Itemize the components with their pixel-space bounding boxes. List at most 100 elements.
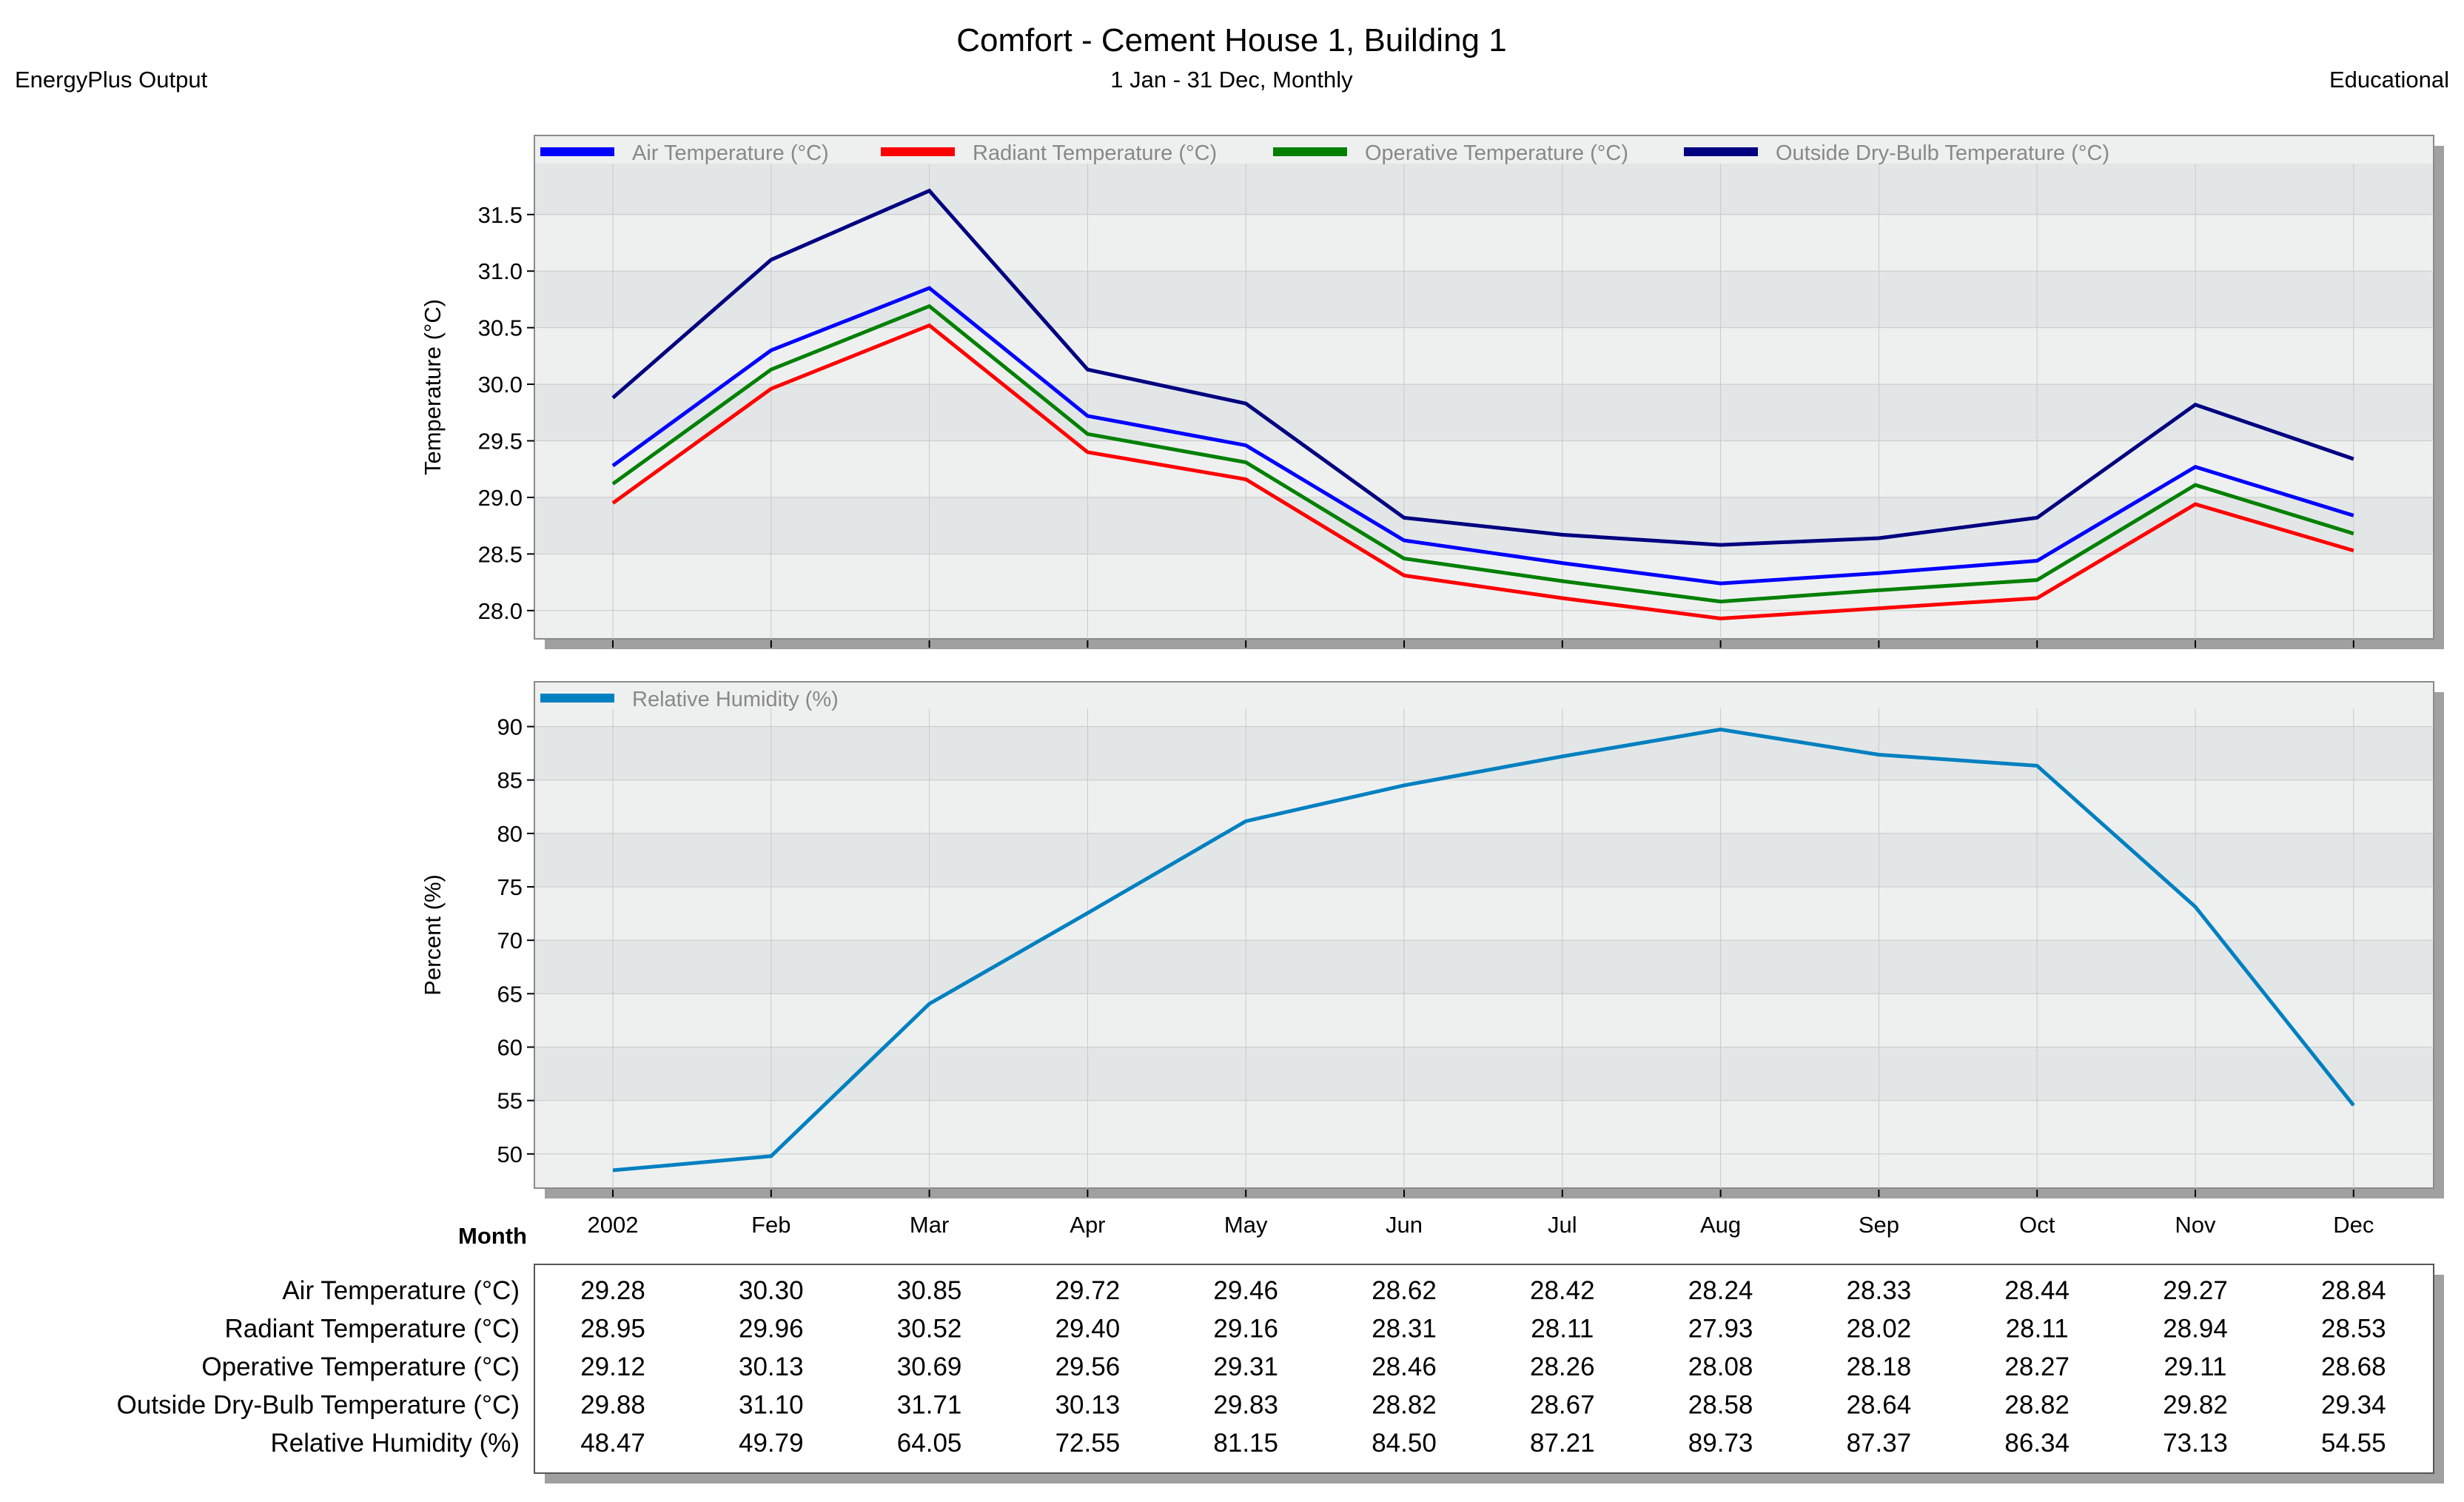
legend-swatch: [1684, 147, 1758, 156]
legend-label: Radiant Temperature (°C): [973, 141, 1217, 165]
table-cell: 27.93: [1688, 1315, 1753, 1344]
license-label: Educational: [2329, 67, 2449, 93]
y-tick-label: 70: [497, 928, 523, 953]
plot-band: [535, 384, 2433, 440]
table-cell: 30.13: [739, 1352, 804, 1381]
y-tick-label: 28.5: [478, 541, 523, 567]
table-cell: 29.12: [580, 1352, 645, 1381]
table-cell: 30.30: [739, 1276, 804, 1305]
x-tick-label: Dec: [2333, 1212, 2374, 1238]
table-cell: 28.11: [2006, 1315, 2069, 1344]
table-cell: 30.13: [1055, 1391, 1121, 1420]
table-cell: 28.58: [1688, 1391, 1753, 1420]
plot-band: [535, 940, 2433, 993]
y-tick-label: 29.5: [478, 429, 523, 455]
table-cell: 29.16: [1213, 1315, 1278, 1344]
table-cell: 81.15: [1213, 1429, 1278, 1458]
table-cell: 28.31: [1372, 1315, 1437, 1344]
legend-swatch: [1273, 147, 1347, 156]
legend-swatch: [540, 147, 614, 156]
table-cell: 28.02: [1847, 1315, 1912, 1344]
table-cell: 28.33: [1847, 1276, 1912, 1305]
x-tick-label: Jul: [1548, 1212, 1577, 1238]
table-cell: 49.79: [739, 1429, 804, 1458]
table-cell: 30.69: [897, 1352, 962, 1381]
y-tick-label: 50: [497, 1141, 523, 1167]
table-cell: 28.64: [1847, 1391, 1912, 1420]
y-tick-label: 29.0: [478, 485, 523, 511]
table-cell: 72.55: [1055, 1429, 1121, 1458]
table-row-label: Air Temperature (°C): [282, 1276, 520, 1305]
legend-label: Relative Humidity (%): [632, 688, 839, 711]
plot-band: [535, 1047, 2433, 1100]
legend-swatch: [881, 147, 955, 156]
legend-label: Air Temperature (°C): [632, 141, 829, 165]
x-tick-label: Apr: [1070, 1212, 1105, 1238]
table-cell: 28.11: [1531, 1315, 1594, 1344]
table-cell: 29.88: [580, 1391, 645, 1420]
table-cell: 28.24: [1688, 1276, 1753, 1305]
table-cell: 29.46: [1213, 1276, 1278, 1305]
y-tick-label: 55: [497, 1088, 523, 1114]
table-cell: 28.95: [580, 1315, 645, 1344]
table-cell: 29.82: [2163, 1391, 2228, 1420]
table-cell: 28.62: [1372, 1276, 1437, 1305]
table-cell: 29.31: [1213, 1352, 1278, 1381]
y-tick-label: 31.5: [478, 202, 523, 228]
table-cell: 29.11: [2164, 1352, 2227, 1381]
table-cell: 30.52: [897, 1315, 962, 1344]
table-cell: 29.56: [1055, 1352, 1121, 1381]
chart-subtitle: 1 Jan - 31 Dec, Monthly: [1110, 67, 1353, 93]
table-cell: 28.42: [1530, 1276, 1595, 1305]
table-cell: 28.82: [2004, 1391, 2069, 1420]
table-cell: 28.82: [1372, 1391, 1437, 1420]
plot-band: [535, 271, 2433, 327]
y-tick-label: 31.0: [478, 258, 523, 284]
y-axis-label: Temperature (°C): [420, 299, 446, 475]
table-cell: 29.28: [580, 1276, 645, 1305]
x-tick-label: Sep: [1859, 1212, 1899, 1238]
table-cell: 29.34: [2321, 1391, 2386, 1420]
table-cell: 28.68: [2321, 1352, 2386, 1381]
x-tick-label: Nov: [2175, 1212, 2216, 1238]
table-cell: 73.13: [2163, 1429, 2228, 1458]
month-header: Month: [458, 1223, 527, 1249]
table-cell: 84.50: [1372, 1429, 1437, 1458]
y-tick-label: 30.5: [478, 315, 523, 341]
table-cell: 31.71: [897, 1391, 962, 1420]
table-row-label: Radiant Temperature (°C): [224, 1315, 520, 1344]
table-row-label: Relative Humidity (%): [271, 1429, 520, 1458]
legend-label: Outside Dry-Bulb Temperature (°C): [1776, 141, 2109, 165]
chart-title: Comfort - Cement House 1, Building 1: [956, 22, 1506, 58]
table-cell: 87.37: [1847, 1429, 1912, 1458]
table-cell: 86.34: [2004, 1429, 2069, 1458]
table-cell: 28.84: [2321, 1276, 2386, 1305]
y-tick-label: 65: [497, 981, 523, 1007]
source-label: EnergyPlus Output: [15, 67, 208, 93]
y-axis-label: Percent (%): [420, 874, 446, 996]
x-tick-label: Feb: [751, 1212, 790, 1238]
table-cell: 28.44: [2004, 1276, 2069, 1305]
table-cell: 54.55: [2321, 1429, 2386, 1458]
x-tick-label: 2002: [588, 1212, 639, 1238]
x-tick-label: Oct: [2019, 1212, 2055, 1238]
table-cell: 29.40: [1055, 1315, 1121, 1344]
table-cell: 29.83: [1213, 1391, 1278, 1420]
table-cell: 28.46: [1372, 1352, 1437, 1381]
table-cell: 48.47: [580, 1429, 645, 1458]
table-cell: 29.96: [739, 1315, 804, 1344]
table-cell: 64.05: [897, 1429, 962, 1458]
x-tick-label: Jun: [1386, 1212, 1423, 1238]
table-cell: 28.26: [1530, 1352, 1595, 1381]
table-cell: 29.27: [2163, 1276, 2228, 1305]
y-tick-label: 90: [497, 714, 523, 740]
table-cell: 29.72: [1055, 1276, 1121, 1305]
plot-band: [535, 164, 2433, 215]
table-frame: [534, 1264, 2434, 1473]
y-tick-label: 30.0: [478, 372, 523, 398]
table-cell: 28.08: [1688, 1352, 1753, 1381]
